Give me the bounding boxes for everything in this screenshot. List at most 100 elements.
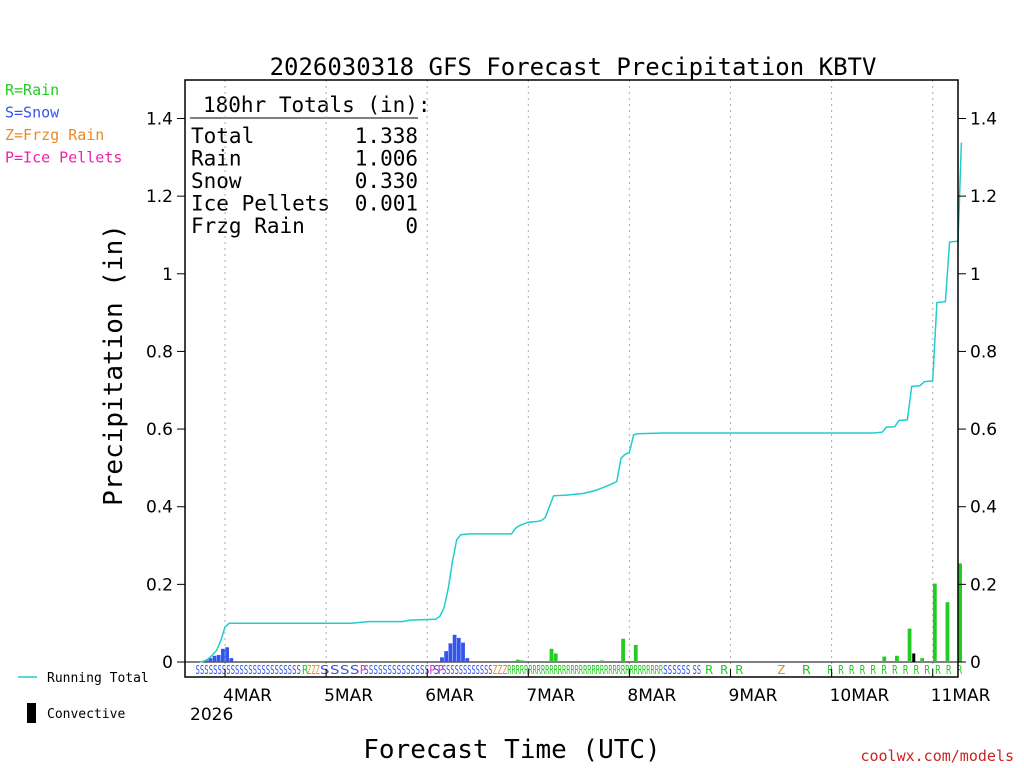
y-tick-label-left-3: 0.6: [146, 420, 173, 440]
precip-bar-20: [621, 638, 625, 662]
precip-bar-25: [920, 658, 925, 662]
precip-bar-0: [204, 660, 208, 662]
y-axis-left: 0 0.2 0.4 0.6 0.8 1 1.2 1.4: [146, 110, 185, 673]
precip-bar-4: [221, 648, 225, 662]
precip-bar-24: [907, 628, 912, 662]
precip-bar-28: [958, 563, 963, 662]
precip-bar-15: [520, 660, 524, 662]
x-tick-label-4: 8MAR: [627, 686, 676, 706]
precip-type-legend: R=Rain S=Snow Z=Frzg Rain P=Ice Pellets: [5, 81, 122, 167]
precip-bar-22: [882, 656, 887, 662]
running-total-line: [199, 142, 963, 663]
plot-frame: [184, 79, 959, 678]
convective-bars: [912, 653, 916, 662]
precip-bar-16: [549, 648, 554, 662]
precip-bar-26: [932, 583, 937, 662]
convective-bar-0: [912, 653, 916, 662]
ptype-run-17: R R R R R R R R R R R R R: [827, 663, 962, 677]
precip-bar-2: [212, 655, 217, 662]
ptype-run-11: RRRRRRRRRRRRRRRRRRRRRRRRRRRRRRRRRRRRR: [507, 663, 663, 677]
totals-value-1: 1.006: [355, 147, 418, 171]
totals-value-3: 0.001: [355, 192, 418, 216]
x-axis-label: Forecast Time (UTC): [363, 735, 660, 765]
convective-swatch: [27, 703, 36, 723]
totals-value-2: 0.330: [355, 169, 418, 193]
y-axis-label: Precipitation (in): [99, 224, 129, 506]
precip-bar-8: [444, 651, 449, 662]
y-tick-label-left-0: 0: [162, 653, 173, 673]
y-tick-label-left-4: 0.8: [146, 342, 173, 362]
plot-border: [184, 79, 959, 678]
x-tick-label-3: 7MAR: [526, 686, 575, 706]
precip-bar-9: [448, 643, 453, 662]
totals-header: 180hr Totals (in):: [203, 93, 431, 117]
ptype-run-0: SSSSSSSSSSSSSSSSSSSSSSSS: [196, 663, 301, 677]
type-legend-item-0: R=Rain: [5, 81, 59, 99]
precip-bar-12: [461, 642, 465, 662]
totals-name-4: Frzg Rain: [191, 214, 305, 238]
type-legend-item-1: S=Snow: [5, 104, 60, 122]
precip-bar-19: [600, 660, 604, 662]
totals-value-4: 0: [405, 214, 418, 238]
totals-name-0: Total: [191, 124, 254, 148]
precip-bar-5: [225, 647, 230, 662]
totals-box: 180hr Totals (in): Total 1.338 Rain 1.006 Sn…: [190, 93, 431, 238]
precip-bar-11: [456, 637, 461, 662]
x-tick-label-6: 10MAR: [830, 686, 890, 706]
precip-bar-3: [216, 655, 221, 662]
precip-bar-21: [633, 644, 638, 662]
y-tick-label-right-7: 1.4: [970, 110, 997, 130]
totals-name-1: Rain: [191, 147, 242, 171]
ptype-run-1: R: [302, 663, 309, 677]
y-tick-label-right-3: 0.6: [970, 420, 997, 440]
gridlines: [185, 80, 958, 677]
precip-bar-23: [895, 655, 899, 662]
precip-bar-18: [574, 660, 579, 662]
precip-bar-6: [229, 658, 234, 662]
y-tick-label-right-1: 0.2: [970, 575, 997, 595]
y-tick-label-right-2: 0.4: [970, 498, 997, 518]
running-total-legend-label: Running Total: [47, 671, 149, 686]
x-tick-label-5: 9MAR: [729, 686, 778, 706]
precip-bar-27: [945, 602, 950, 662]
ptype-run-14: R R R: [705, 663, 744, 677]
type-legend-item-2: Z=Frzg Rain: [5, 126, 104, 144]
ptype-run-2: ZZZ: [307, 663, 320, 677]
ptype-run-10: ZZZ: [493, 663, 508, 677]
precip-bars: [204, 563, 963, 662]
ptype-run-4: P: [360, 663, 366, 677]
ptype-run-12: SSSSSS: [663, 663, 690, 677]
y-tick-label-left-5: 1: [162, 265, 173, 285]
totals-value-0: 1.338: [355, 124, 418, 148]
convective-legend-label: Convective: [47, 707, 125, 722]
ptype-run-15: Z: [777, 663, 785, 677]
y-tick-label-right-6: 1.2: [970, 187, 997, 207]
x-tick-label-1: 5MAR: [324, 686, 373, 706]
y-axis-right: 0 0.2 0.4 0.6 0.8 1 1.2 1.4: [958, 110, 997, 673]
ptype-run-6: P: [429, 663, 435, 677]
series-legend: Running Total Convective: [18, 671, 149, 723]
precip-bar-13: [465, 658, 470, 662]
y-tick-label-left-7: 1.4: [146, 110, 173, 130]
precip-bar-7: [440, 657, 444, 662]
ptype-run-13: SS: [693, 663, 701, 677]
ptype-run-16: R: [802, 663, 811, 677]
y-tick-label-right-4: 0.8: [970, 342, 997, 362]
precip-bar-17: [553, 653, 558, 662]
chart-title: 2026030318 GFS Forecast Precipitation KB…: [270, 53, 877, 81]
y-tick-label-right-0: 0: [970, 653, 981, 673]
x-tick-label-0: 4MAR: [223, 686, 272, 706]
x-tick-label-2: 6MAR: [425, 686, 474, 706]
y-tick-label-left-6: 1.2: [146, 187, 173, 207]
totals-name-2: Snow: [191, 169, 242, 193]
watermark: coolwx.com/models: [860, 747, 1014, 765]
y-tick-label-left-1: 0.2: [146, 575, 173, 595]
x-axis: 4MAR 5MAR 6MAR 7MAR 8MAR 9MAR 10MAR 11MAR: [223, 669, 991, 706]
ptype-run-7: S: [434, 663, 440, 677]
y-tick-label-left-2: 0.4: [146, 498, 173, 518]
ptype-run-5: SSSSSSSSSSSSSS: [364, 663, 429, 677]
ptype-run-8: P: [438, 663, 444, 677]
precip-bar-14: [515, 659, 520, 662]
